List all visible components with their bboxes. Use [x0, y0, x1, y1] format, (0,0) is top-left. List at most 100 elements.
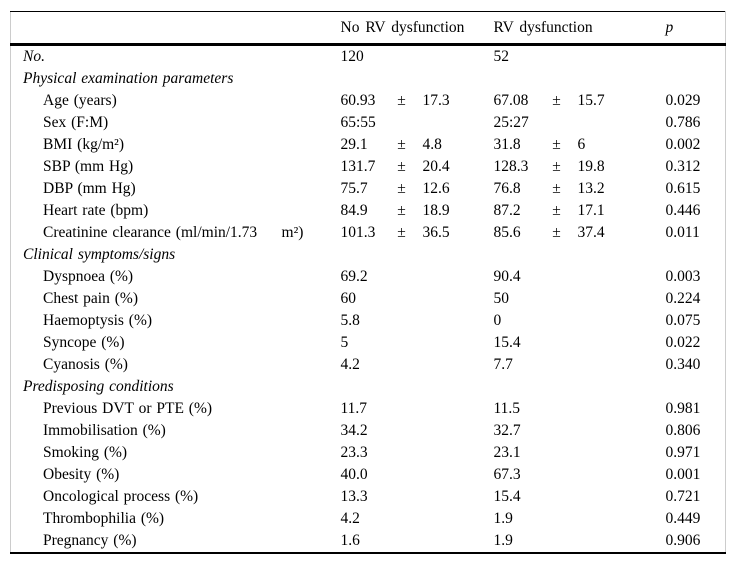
- p-value: 0.981: [665, 400, 701, 417]
- plus-minus-sign: [544, 288, 570, 310]
- sd-rv: 6: [577, 136, 586, 153]
- row-label: Thrombophilia (%): [43, 510, 165, 527]
- plus-minus-sign: ±: [397, 158, 406, 175]
- sd-rv: [570, 68, 656, 90]
- table-row: Creatinine clearance (ml/min/1.73 m²) 101…: [11, 222, 726, 244]
- plus-minus-sign: [544, 310, 570, 332]
- plus-minus-sign: ±: [552, 202, 561, 219]
- p-value: 0.340: [665, 356, 701, 373]
- plus-minus-sign: [544, 464, 570, 486]
- sd-rv: [570, 45, 656, 69]
- sd-no-rv: [415, 398, 494, 420]
- row-label: Sex (F:M): [43, 114, 109, 131]
- table-body: No. 120 52 Physical examination parameters A…: [11, 45, 726, 554]
- sd-rv: 37.4: [577, 224, 605, 241]
- p-value: 0.446: [665, 202, 701, 219]
- section-row: Predisposing conditions: [11, 376, 726, 398]
- table-row: Sex (F:M) 65:55 25:27 0.786: [11, 112, 726, 134]
- mean-rv: 87.2: [493, 202, 521, 219]
- mean-no-rv: [341, 68, 389, 90]
- sd-no-rv: [415, 45, 494, 69]
- sd-rv: [570, 464, 656, 486]
- plus-minus-sign: [389, 288, 415, 310]
- sd-rv: [570, 310, 656, 332]
- plus-minus-sign: [389, 508, 415, 530]
- p-value: 0.786: [665, 114, 701, 131]
- mean-rv: 85.6: [493, 224, 521, 241]
- sd-no-rv: [415, 310, 494, 332]
- plus-minus-sign: [389, 398, 415, 420]
- header-label-column: [10, 11, 341, 46]
- mean-no-rv: 84.9: [340, 202, 368, 219]
- plus-minus-sign: [544, 376, 570, 398]
- comparison-table: No RV dysfunction RV dysfunction p No. 12…: [10, 11, 727, 554]
- plus-minus-sign: [389, 68, 415, 90]
- sd-rv: 17.1: [577, 202, 605, 219]
- mean-no-rv: 40.0: [340, 466, 368, 483]
- p-value: 0.075: [665, 312, 701, 329]
- mean-rv: 50: [493, 290, 510, 307]
- header-no-rv-dysfunction: No RV dysfunction: [340, 11, 494, 46]
- row-label: Physical examination parameters: [23, 70, 234, 87]
- table-row: Smoking (%) 23.3 23.1 0.971: [11, 442, 726, 464]
- p-value: 0.806: [665, 422, 701, 439]
- table-row: Dyspnoea (%) 69.2 90.4 0.003: [11, 266, 726, 288]
- p-value: 0.615: [665, 180, 701, 197]
- row-label: Immobilisation (%): [43, 422, 166, 439]
- plus-minus-sign: [389, 354, 415, 376]
- sd-no-rv: [415, 464, 494, 486]
- plus-minus-sign: [544, 45, 570, 69]
- mean-no-rv: 120: [340, 48, 364, 65]
- table-row: Thrombophilia (%) 4.2 1.9 0.449: [11, 508, 726, 530]
- sd-rv: [570, 398, 656, 420]
- sd-rv: [570, 486, 656, 508]
- mean-no-rv: 65:55: [340, 114, 376, 131]
- sd-no-rv: [415, 508, 494, 530]
- row-label: Dyspnoea (%): [43, 268, 134, 285]
- plus-minus-sign: ±: [552, 224, 561, 241]
- sd-no-rv: [415, 486, 494, 508]
- row-label: Chest pain (%): [43, 290, 138, 307]
- plus-minus-sign: [544, 332, 570, 354]
- plus-minus-sign: [544, 398, 570, 420]
- plus-minus-sign: [389, 266, 415, 288]
- mean-rv: 128.3: [493, 158, 529, 175]
- plus-minus-sign: [389, 486, 415, 508]
- plus-minus-sign: [389, 112, 415, 134]
- p-value: [656, 376, 726, 398]
- row-label: Obesity (%): [43, 466, 120, 483]
- p-value: 0.002: [665, 136, 701, 153]
- mean-no-rv: 34.2: [340, 422, 368, 439]
- row-label: Heart rate (bpm): [43, 202, 149, 219]
- section-row: Clinical symptoms/signs: [11, 244, 726, 266]
- mean-rv: 1.9: [493, 532, 513, 549]
- table-header: No RV dysfunction RV dysfunction p: [10, 11, 726, 46]
- p-value: 0.224: [665, 290, 701, 307]
- table-row: Syncope (%) 5 15.4 0.022: [11, 332, 726, 354]
- plus-minus-sign: [544, 420, 570, 442]
- p-value: 0.003: [665, 268, 701, 285]
- mean-rv: 1.9: [493, 510, 513, 527]
- plus-minus-sign: [389, 464, 415, 486]
- row-label: Predisposing conditions: [23, 378, 174, 395]
- sd-rv: [570, 354, 656, 376]
- row-label: No.: [23, 48, 45, 65]
- header-p-value: p: [655, 11, 726, 46]
- row-label: Smoking (%): [43, 444, 128, 461]
- sd-rv: 13.2: [577, 180, 605, 197]
- plus-minus-sign: [389, 442, 415, 464]
- table-row: Obesity (%) 40.0 67.3 0.001: [11, 464, 726, 486]
- sd-rv: [570, 530, 656, 553]
- sd-rv: [570, 376, 656, 398]
- sd-no-rv: [415, 266, 494, 288]
- p-value: 0.022: [665, 334, 701, 351]
- sd-no-rv: [415, 112, 494, 134]
- mean-rv: 0: [493, 312, 502, 329]
- sd-rv: [570, 332, 656, 354]
- plus-minus-sign: ±: [397, 136, 406, 153]
- sd-no-rv: [415, 530, 494, 553]
- plus-minus-sign: [544, 244, 570, 266]
- sd-rv: [570, 112, 656, 134]
- sd-no-rv: 18.9: [422, 202, 450, 219]
- p-value: 0.449: [665, 510, 701, 527]
